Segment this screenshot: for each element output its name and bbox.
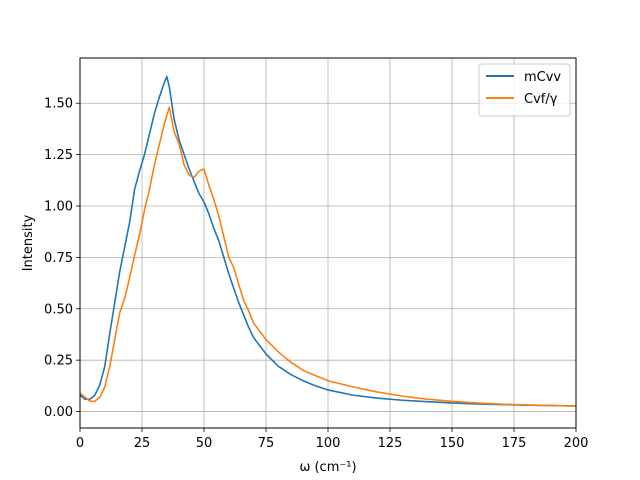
x-tick-label: 150 — [440, 436, 465, 451]
x-tick-label: 125 — [378, 436, 403, 451]
x-tick-label: 75 — [258, 436, 275, 451]
y-tick-label: 0.50 — [44, 302, 73, 317]
x-tick-label: 50 — [196, 436, 213, 451]
x-axis-label: ω (cm⁻¹) — [299, 460, 356, 475]
series-layer — [79, 75, 577, 407]
y-tick-label: 0.00 — [44, 405, 73, 420]
y-tick-label: 0.25 — [44, 354, 73, 369]
y-tick-label: 1.00 — [44, 200, 73, 215]
y-axis-ticks: 0.00 0.25 0.50 0.75 1.00 1.25 1.50 — [44, 97, 80, 420]
series-line-1 — [79, 106, 577, 407]
x-tick-label: 175 — [502, 436, 527, 451]
legend-label-mcvv: mCvv — [524, 70, 561, 85]
y-tick-label: 1.50 — [44, 97, 73, 112]
legend: mCvv Cvf/γ — [478, 63, 571, 117]
x-axis-ticks: 0 25 50 75 100 125 150 175 200 — [76, 428, 589, 451]
x-tick-label: 25 — [134, 436, 151, 451]
y-tick-label: 1.25 — [44, 148, 73, 163]
legend-label-cvf: Cvf/γ — [524, 92, 558, 107]
x-tick-label: 200 — [564, 436, 589, 451]
series-line-0 — [79, 75, 577, 407]
x-tick-label: 0 — [76, 436, 84, 451]
x-tick-label: 100 — [316, 436, 341, 451]
y-tick-label: 0.75 — [44, 251, 73, 266]
y-axis-label: Intensity — [21, 214, 36, 271]
